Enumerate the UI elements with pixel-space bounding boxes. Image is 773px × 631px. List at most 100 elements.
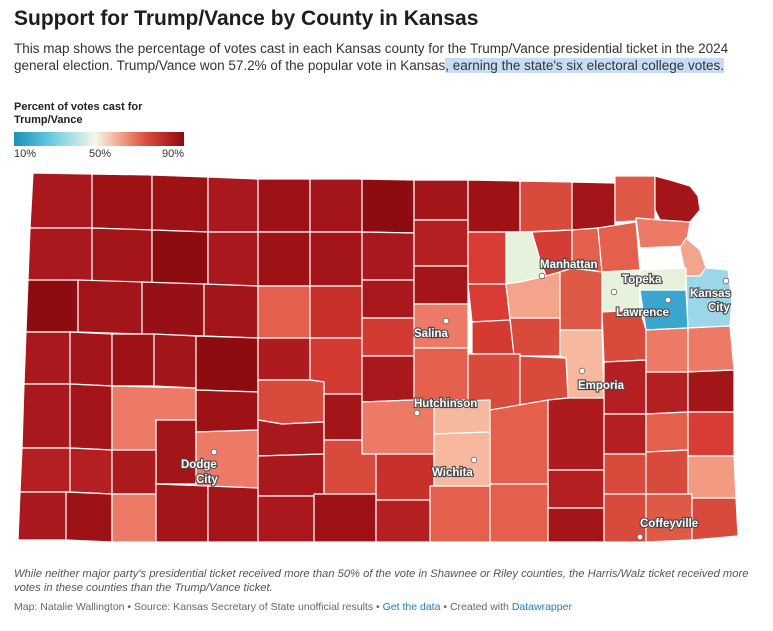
county[interactable] bbox=[207, 176, 259, 233]
county[interactable] bbox=[413, 347, 469, 401]
county[interactable] bbox=[155, 419, 197, 485]
county[interactable] bbox=[559, 267, 603, 331]
county[interactable] bbox=[489, 399, 549, 485]
county[interactable] bbox=[547, 397, 605, 471]
county[interactable] bbox=[111, 493, 157, 543]
county[interactable] bbox=[635, 217, 691, 249]
county[interactable] bbox=[77, 279, 143, 335]
county[interactable] bbox=[489, 483, 549, 543]
county[interactable] bbox=[467, 231, 507, 285]
county[interactable] bbox=[645, 449, 689, 495]
county[interactable] bbox=[257, 419, 325, 457]
county[interactable] bbox=[361, 231, 415, 281]
county[interactable] bbox=[691, 497, 739, 541]
county[interactable] bbox=[313, 493, 377, 543]
city-dot-kansas-city[interactable] bbox=[722, 277, 730, 285]
county[interactable] bbox=[23, 331, 71, 385]
county[interactable] bbox=[687, 369, 735, 413]
county[interactable] bbox=[69, 383, 113, 451]
county[interactable] bbox=[91, 173, 153, 231]
county[interactable] bbox=[257, 379, 325, 425]
county[interactable] bbox=[687, 325, 735, 373]
city-label-dodge-city-1: Dodge bbox=[181, 459, 217, 471]
county[interactable] bbox=[361, 178, 415, 234]
county[interactable] bbox=[17, 491, 67, 541]
county[interactable] bbox=[361, 317, 415, 357]
county-shapes bbox=[17, 172, 739, 543]
county[interactable] bbox=[603, 453, 647, 495]
county[interactable] bbox=[645, 327, 689, 373]
city-dot-dodge-city[interactable] bbox=[210, 448, 218, 456]
county[interactable] bbox=[309, 178, 363, 233]
county[interactable] bbox=[687, 411, 735, 457]
county[interactable] bbox=[257, 178, 311, 233]
county[interactable] bbox=[361, 279, 415, 319]
county[interactable] bbox=[467, 283, 511, 323]
county[interactable] bbox=[195, 389, 259, 433]
county[interactable] bbox=[207, 485, 259, 543]
city-dot-hutchinson[interactable] bbox=[413, 409, 421, 417]
city-dot-salina[interactable] bbox=[442, 317, 450, 325]
county[interactable] bbox=[467, 179, 521, 233]
county[interactable] bbox=[141, 281, 205, 337]
county[interactable] bbox=[547, 507, 605, 543]
map-author: Map: Natalie Wallington bbox=[14, 601, 125, 613]
county[interactable] bbox=[69, 447, 113, 495]
county[interactable] bbox=[375, 499, 431, 543]
county[interactable] bbox=[687, 455, 737, 499]
county[interactable] bbox=[153, 333, 197, 389]
county[interactable] bbox=[195, 335, 259, 393]
county[interactable] bbox=[257, 231, 311, 287]
county[interactable] bbox=[309, 231, 363, 287]
county[interactable] bbox=[111, 333, 155, 387]
county[interactable] bbox=[413, 303, 469, 349]
city-dot-manhattan[interactable] bbox=[538, 272, 546, 280]
county[interactable] bbox=[257, 285, 311, 339]
county[interactable] bbox=[29, 172, 93, 229]
county[interactable] bbox=[509, 317, 561, 357]
county[interactable] bbox=[547, 469, 605, 509]
county[interactable] bbox=[257, 337, 311, 381]
city-dot-coffeyville[interactable] bbox=[636, 533, 644, 541]
city-dot-emporia[interactable] bbox=[578, 367, 586, 375]
county[interactable] bbox=[25, 279, 79, 333]
county[interactable] bbox=[19, 447, 71, 493]
county[interactable] bbox=[413, 265, 469, 305]
county[interactable] bbox=[257, 453, 325, 497]
county[interactable] bbox=[471, 319, 515, 355]
county[interactable] bbox=[413, 179, 469, 221]
county[interactable] bbox=[151, 174, 209, 233]
legend-label-low: 10% bbox=[14, 148, 37, 160]
county[interactable] bbox=[361, 355, 415, 403]
county[interactable] bbox=[111, 449, 157, 495]
county[interactable] bbox=[614, 175, 656, 223]
county[interactable] bbox=[21, 383, 71, 449]
county[interactable] bbox=[413, 219, 469, 267]
county[interactable] bbox=[207, 231, 259, 287]
county[interactable] bbox=[597, 221, 641, 273]
county[interactable] bbox=[27, 227, 93, 283]
city-dot-lawrence[interactable] bbox=[664, 296, 672, 304]
city-dot-wichita[interactable] bbox=[470, 456, 478, 464]
county[interactable] bbox=[69, 331, 113, 387]
county[interactable] bbox=[65, 491, 113, 543]
get-data-link[interactable]: Get the data bbox=[382, 601, 441, 613]
county[interactable] bbox=[375, 453, 435, 501]
county[interactable] bbox=[309, 285, 363, 339]
city-dot-topeka[interactable] bbox=[610, 288, 618, 296]
county[interactable] bbox=[429, 485, 491, 543]
county[interactable] bbox=[645, 411, 689, 453]
county[interactable] bbox=[257, 495, 315, 543]
county[interactable] bbox=[323, 393, 363, 441]
county[interactable] bbox=[151, 229, 209, 287]
county[interactable] bbox=[654, 175, 701, 223]
county[interactable] bbox=[155, 483, 209, 543]
city-markers bbox=[210, 272, 730, 541]
county[interactable] bbox=[519, 180, 573, 233]
county[interactable] bbox=[603, 413, 647, 455]
county[interactable] bbox=[203, 283, 259, 339]
county[interactable] bbox=[645, 371, 689, 415]
datawrapper-link[interactable]: Datawrapper bbox=[511, 601, 572, 613]
county[interactable] bbox=[571, 181, 616, 231]
county[interactable] bbox=[91, 227, 153, 285]
